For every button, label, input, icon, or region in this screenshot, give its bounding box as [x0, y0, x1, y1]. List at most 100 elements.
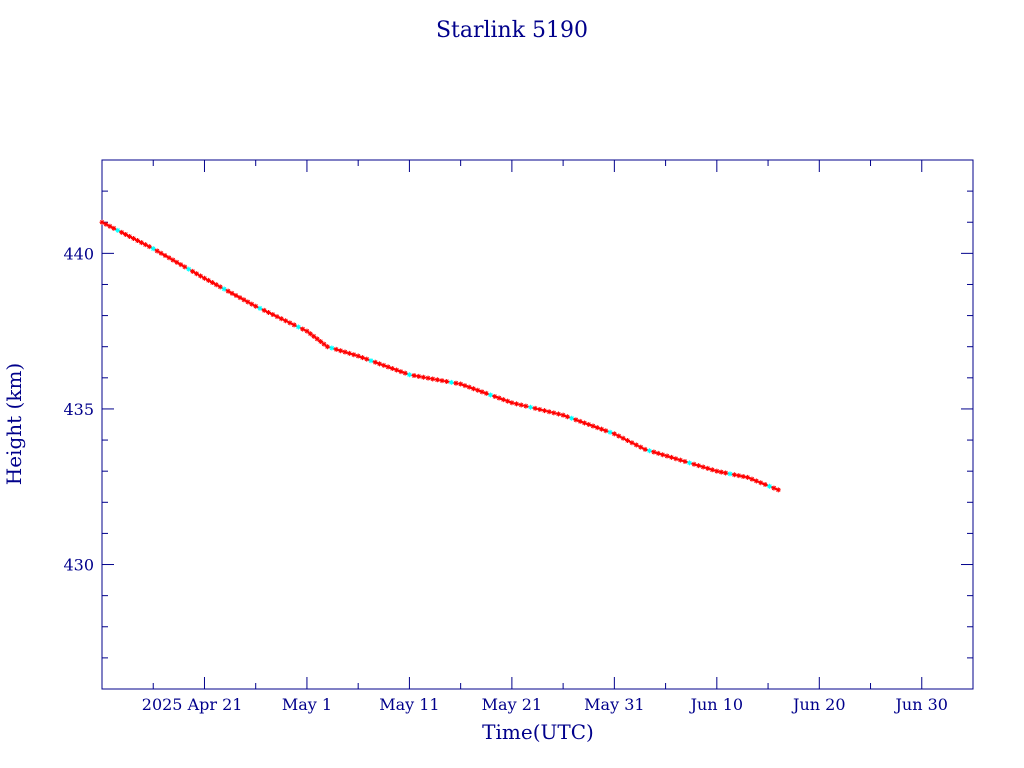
data-point — [682, 458, 688, 464]
data-point — [342, 349, 348, 355]
plot-frame — [101, 159, 974, 690]
data-point — [103, 221, 109, 227]
data-point — [359, 355, 365, 361]
data-point — [458, 381, 464, 387]
data-point — [329, 345, 335, 351]
data-point — [321, 341, 327, 347]
data-point — [221, 286, 227, 292]
data-point — [594, 425, 600, 431]
x-tick-label: 2025 Apr 21 — [142, 695, 243, 714]
data-point — [406, 372, 412, 378]
data-point — [462, 383, 468, 389]
data-point — [287, 320, 293, 326]
data-point — [131, 236, 137, 242]
data-point — [616, 433, 622, 439]
data-point — [677, 457, 683, 463]
data-point — [123, 231, 129, 237]
data-point — [453, 380, 459, 386]
data-point — [355, 353, 361, 359]
data-point — [372, 359, 378, 365]
data-point — [546, 409, 552, 415]
data-point — [318, 339, 324, 345]
data-point — [398, 369, 404, 375]
data-point — [229, 290, 235, 296]
x-tick-label: Jun 30 — [894, 695, 948, 714]
data-point — [364, 356, 370, 362]
data-point — [107, 223, 113, 229]
data-point — [586, 422, 592, 427]
data-point — [709, 467, 715, 473]
data-point — [111, 225, 117, 231]
data-point — [162, 253, 168, 259]
data-point — [333, 346, 339, 352]
data-point — [283, 318, 289, 324]
data-point — [448, 379, 454, 385]
data-point — [696, 463, 702, 469]
data-point — [439, 378, 445, 384]
data-point — [119, 229, 125, 235]
data-point — [178, 262, 184, 268]
data-point — [718, 469, 724, 475]
data-point — [767, 483, 773, 489]
y-axis: 430 435 440 — [63, 159, 973, 690]
y-tick-label: 435 — [63, 400, 94, 419]
data-point — [749, 476, 755, 482]
data-point — [573, 417, 579, 423]
data-point — [278, 316, 284, 322]
data-point — [753, 478, 759, 484]
data-point — [115, 227, 121, 233]
data-point — [425, 375, 431, 381]
data-point — [642, 446, 648, 452]
data-point — [496, 395, 502, 401]
data-point — [727, 471, 733, 477]
x-tick-label: Jun 20 — [791, 695, 845, 714]
data-point — [381, 362, 387, 368]
series-line — [101, 221, 779, 491]
data-point — [660, 452, 666, 458]
data-point — [762, 482, 768, 488]
data-point — [483, 390, 489, 396]
data-point — [420, 374, 426, 380]
data-point — [758, 480, 764, 486]
data-point — [492, 393, 498, 399]
data-point — [150, 246, 156, 252]
data-point — [541, 408, 547, 414]
data-point — [127, 233, 133, 239]
data-point — [154, 248, 160, 254]
data-point — [577, 418, 583, 424]
data-point — [201, 275, 207, 281]
data-point — [668, 454, 674, 460]
data-point — [430, 376, 436, 382]
data-point — [174, 259, 180, 265]
data-point — [551, 410, 557, 416]
data-point — [475, 387, 481, 393]
data-point — [237, 295, 243, 301]
data-point — [488, 392, 494, 398]
data-point — [745, 474, 751, 480]
data-point — [217, 284, 223, 290]
data-point — [555, 411, 561, 417]
data-point — [324, 344, 330, 350]
data-point — [537, 407, 543, 413]
data-point — [528, 404, 534, 410]
data-point — [686, 460, 692, 466]
data-point — [723, 470, 729, 476]
data-point — [295, 324, 301, 330]
data-point — [673, 456, 679, 462]
data-point — [466, 384, 472, 390]
data-point — [444, 379, 450, 385]
data-point — [385, 364, 391, 370]
data-point — [736, 473, 742, 479]
data-point — [274, 314, 280, 320]
data-point — [505, 398, 511, 404]
data-point — [590, 423, 596, 429]
data-point — [300, 326, 306, 332]
x-tick-label: May 31 — [584, 695, 644, 714]
data-point — [198, 273, 204, 279]
data-point — [182, 264, 188, 270]
data-point — [225, 288, 231, 294]
data-point — [611, 431, 617, 437]
data-point — [629, 440, 635, 446]
chart-title: Starlink 5190 — [436, 18, 588, 43]
